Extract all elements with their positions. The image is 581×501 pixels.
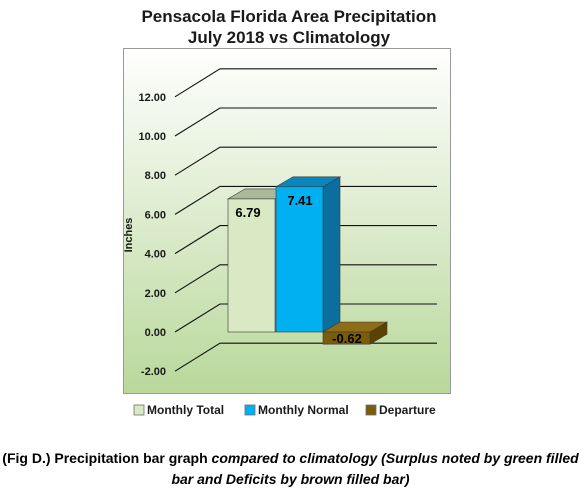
data-labels: 6.79 7.41 -0.62	[235, 193, 361, 346]
legend-label-monthly-total: Monthly Total	[147, 403, 224, 417]
bar	[227, 198, 276, 333]
y-tick-label: 2.00	[145, 288, 166, 300]
figure-caption: (Fig D.) Precipitation bar graph compare…	[0, 448, 581, 490]
data-label: 7.41	[287, 193, 312, 208]
gridline	[174, 68, 437, 98]
y-axis-label: Inches	[123, 218, 135, 253]
y-tick-label: 6.00	[145, 209, 166, 221]
gridline	[174, 185, 437, 215]
y-tick-label: 4.00	[145, 249, 166, 261]
caption-part-1: (Fig D.) Precipitation bar graph	[2, 450, 212, 466]
gridline	[174, 107, 437, 137]
gridline	[174, 146, 437, 176]
y-tick-label: 0.00	[145, 327, 166, 339]
bar	[275, 186, 324, 333]
legend-swatch-departure	[365, 404, 377, 416]
precipitation-chart: -2.00 0.00 2.00 4.00 6.00 8.00 10.00 12.00 6.79…	[123, 7, 451, 417]
legend-swatch-monthly-total	[133, 404, 145, 416]
chart-title-line-1: Pensacola Florida Area Precipitation	[141, 7, 436, 26]
data-label: 6.79	[235, 205, 260, 220]
bar-side	[322, 176, 341, 333]
gridline	[174, 264, 437, 294]
caption-part-2: compared to climatology (Surplus noted b…	[171, 450, 579, 487]
chart-title-line-2: July 2018 vs Climatology	[188, 28, 391, 47]
data-label: -0.62	[332, 331, 362, 346]
bars	[226, 176, 389, 345]
y-tick-label: -2.00	[141, 366, 166, 378]
y-tick-label: 10.00	[138, 131, 166, 143]
y-tick-label: 12.00	[138, 92, 166, 104]
legend-label-departure: Departure	[379, 403, 436, 417]
gridline	[174, 303, 437, 333]
y-axis-ticks: -2.00 0.00 2.00 4.00 6.00 8.00 10.00 12.00	[138, 92, 166, 378]
legend: Monthly Total Monthly Normal Departure	[133, 403, 436, 417]
y-tick-label: 8.00	[145, 170, 166, 182]
gridline	[174, 225, 437, 255]
legend-swatch-monthly-normal	[244, 404, 256, 416]
bar	[322, 331, 371, 345]
legend-label-monthly-normal: Monthly Normal	[258, 403, 349, 417]
